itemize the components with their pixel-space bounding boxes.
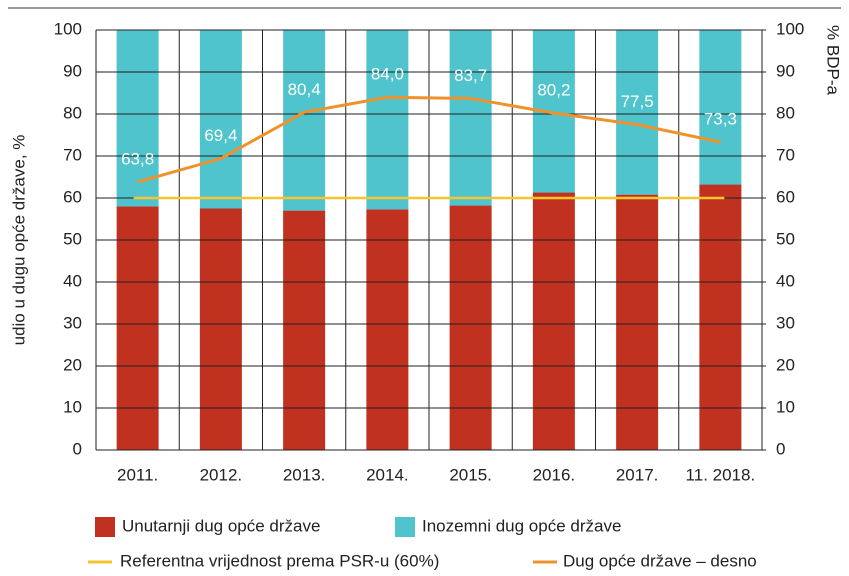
bar-segment bbox=[449, 205, 492, 450]
y-tick-label: 0 bbox=[73, 439, 82, 458]
data-label: 73,3 bbox=[704, 110, 737, 129]
x-tick-label: 2017. bbox=[616, 465, 659, 484]
data-label: 80,2 bbox=[537, 81, 570, 100]
y2-tick-label: 60 bbox=[776, 187, 795, 206]
data-label: 80,4 bbox=[288, 80, 321, 99]
bar-segment bbox=[532, 192, 575, 451]
bar-segment bbox=[199, 30, 242, 209]
x-tick-label: 2014. bbox=[366, 465, 409, 484]
bar-segment bbox=[366, 209, 409, 450]
data-label: 77,5 bbox=[621, 92, 654, 111]
x-tick-label: 2015. bbox=[449, 465, 492, 484]
x-tick-label: 11. 2018. bbox=[686, 465, 756, 484]
legend-swatch bbox=[395, 517, 415, 537]
data-label: 84,0 bbox=[371, 65, 404, 84]
y2-tick-label: 90 bbox=[776, 61, 795, 80]
y2-tick-label: 100 bbox=[776, 19, 804, 38]
y-axis-label: udio u dugu opće države, % bbox=[9, 135, 28, 346]
y2-tick-label: 30 bbox=[776, 313, 795, 332]
y2-axis-label: % BDP-a bbox=[824, 25, 843, 95]
y-tick-label: 60 bbox=[63, 187, 82, 206]
y-tick-label: 50 bbox=[63, 229, 82, 248]
legend-label: Referentna vrijednost prema PSR-u (60%) bbox=[120, 551, 439, 570]
y-tick-label: 10 bbox=[63, 397, 82, 416]
y2-tick-label: 0 bbox=[776, 439, 785, 458]
legend-label: Unutarnji dug opće države bbox=[122, 516, 320, 535]
data-label: 63,8 bbox=[121, 150, 154, 169]
bar-segment bbox=[616, 30, 659, 195]
bar-segment bbox=[116, 30, 159, 207]
x-tick-label: 2012. bbox=[200, 465, 243, 484]
y-tick-label: 90 bbox=[63, 61, 82, 80]
y2-tick-label: 80 bbox=[776, 103, 795, 122]
line-series bbox=[137, 95, 721, 184]
y-tick-label: 30 bbox=[63, 313, 82, 332]
legend-label: Dug opće države – desno bbox=[563, 551, 757, 570]
bar-segment bbox=[116, 206, 159, 450]
y2-tick-label: 20 bbox=[776, 355, 795, 374]
bar-segment bbox=[199, 208, 242, 450]
y-tick-label: 80 bbox=[63, 103, 82, 122]
y2-tick-label: 50 bbox=[776, 229, 795, 248]
bar-segment bbox=[699, 30, 742, 185]
bar-segment bbox=[283, 210, 326, 450]
legend-swatch bbox=[95, 517, 115, 537]
y-tick-label: 70 bbox=[63, 145, 82, 164]
y-tick-label: 20 bbox=[63, 355, 82, 374]
y2-tick-label: 70 bbox=[776, 145, 795, 164]
y2-tick-label: 10 bbox=[776, 397, 795, 416]
bar-segment bbox=[699, 184, 742, 450]
x-tick-label: 2011. bbox=[117, 465, 158, 484]
y2-tick-label: 40 bbox=[776, 271, 795, 290]
bar-segment bbox=[366, 30, 409, 210]
x-tick-label: 2013. bbox=[283, 465, 326, 484]
x-tick-label: 2016. bbox=[533, 465, 576, 484]
data-label: 69,4 bbox=[204, 126, 237, 145]
data-label: 83,7 bbox=[454, 66, 487, 85]
legend-label: Inozemni dug opće države bbox=[422, 516, 621, 535]
bar-segment bbox=[616, 194, 659, 450]
bar-segment bbox=[449, 30, 492, 206]
y-tick-label: 40 bbox=[63, 271, 82, 290]
y-tick-label: 100 bbox=[54, 19, 82, 38]
